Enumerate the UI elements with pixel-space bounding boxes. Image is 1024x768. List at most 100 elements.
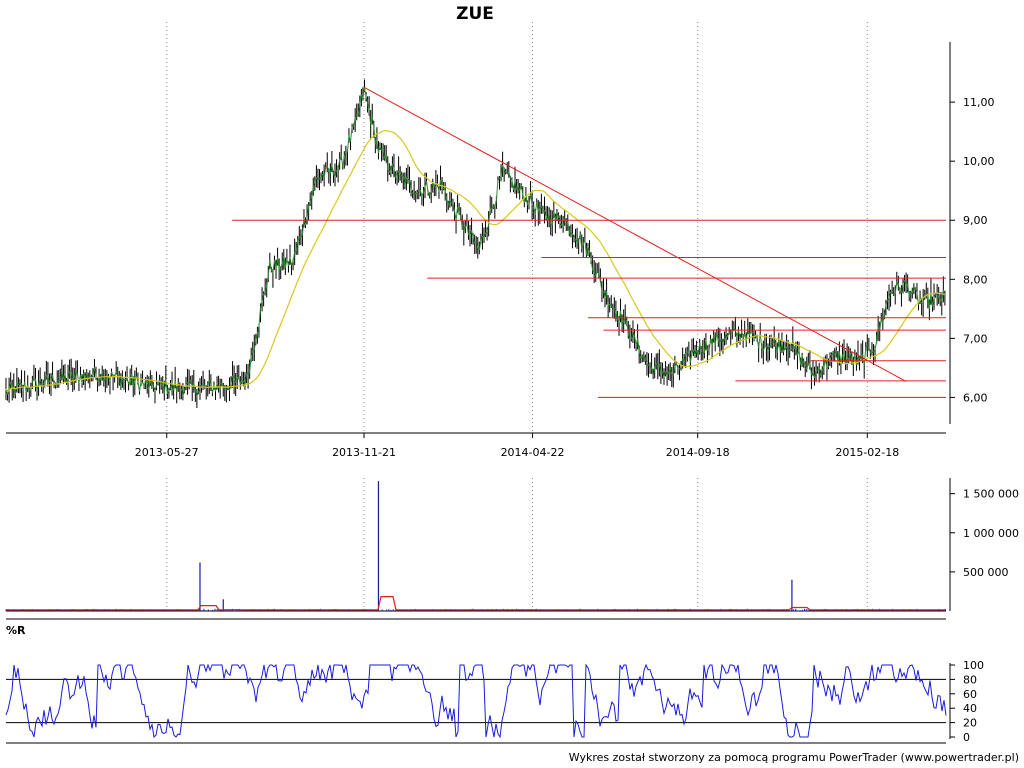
price-close-segment <box>263 292 266 295</box>
price-close-segment <box>910 291 913 295</box>
price-close-segment <box>458 212 462 216</box>
price-close-segment <box>911 285 915 293</box>
price-close-segment <box>938 296 941 301</box>
price-close-segment <box>326 166 330 171</box>
price-close-segment <box>207 380 210 385</box>
price-close-segment <box>193 382 196 392</box>
price-close-segment <box>343 152 347 157</box>
price-y-tick-label: 9,00 <box>963 214 988 227</box>
price-close-segment <box>748 331 752 336</box>
price-close-segment <box>121 377 125 381</box>
price-close-segment <box>494 199 497 207</box>
volume-y-tick-label: 500 000 <box>963 566 1009 579</box>
price-close-segment <box>354 114 358 118</box>
price-close-segment <box>589 250 592 260</box>
price-close-segment <box>907 283 910 297</box>
price-close-segment <box>904 280 907 286</box>
x-tick-label: 2013-05-27 <box>135 446 199 459</box>
price-close-segment <box>455 206 459 220</box>
price-close-segment <box>356 113 359 116</box>
price-close-segment <box>876 327 879 342</box>
price-close-segment <box>396 170 400 179</box>
price-close-segment <box>528 193 532 206</box>
price-close-segment <box>497 177 500 181</box>
price-close-segment <box>632 330 635 336</box>
price-close-segment <box>542 209 545 212</box>
price-close-segment <box>430 182 434 192</box>
volume-y-tick-label: 1 500 000 <box>963 488 1019 501</box>
price-close-segment <box>822 368 825 371</box>
price-close-segment <box>488 208 491 225</box>
price-close-segment <box>900 283 904 294</box>
price-close-segment <box>727 331 730 337</box>
price-close-segment <box>693 349 696 356</box>
price-close-segment <box>679 366 682 370</box>
price-close-segment <box>643 354 646 360</box>
price-close-segment <box>115 371 119 377</box>
price-close-segment <box>638 351 642 359</box>
price-close-segment <box>64 374 68 383</box>
price-close-segment <box>30 380 33 391</box>
price-close-segment <box>914 289 918 293</box>
price-close-segment <box>463 225 466 232</box>
price-close-segment <box>511 179 514 191</box>
price-close-segment <box>540 206 544 211</box>
price-close-segment <box>786 346 789 352</box>
price-close-segment <box>19 382 22 385</box>
price-close-segment <box>312 182 316 187</box>
price-close-segment <box>520 185 524 195</box>
price-close-segment <box>422 186 426 193</box>
price-close-segment <box>728 331 731 334</box>
price-close-segment <box>767 346 770 351</box>
price-close-segment <box>697 342 701 356</box>
price-close-segment <box>883 304 887 317</box>
price-close-segment <box>336 169 339 171</box>
price-close-segment <box>460 215 463 228</box>
price-close-segment <box>716 332 719 342</box>
price-close-segment <box>795 345 798 356</box>
price-close-segment <box>256 325 260 334</box>
price-close-segment <box>208 380 212 385</box>
price-close-segment <box>319 177 322 179</box>
price-close-segment <box>495 180 499 201</box>
price-close-segment <box>798 349 802 366</box>
price-close-segment <box>801 355 805 363</box>
price-close-segment <box>385 154 389 169</box>
price-close-segment <box>809 363 812 375</box>
price-close-segment <box>390 163 393 173</box>
price-close-segment <box>626 321 629 335</box>
price-close-segment <box>306 206 310 219</box>
price-y-tick-label: 8,00 <box>963 273 988 286</box>
price-close-segment <box>778 338 781 353</box>
price-close-segment <box>446 198 449 206</box>
price-close-segment <box>197 387 201 393</box>
price-close-segment <box>610 305 614 308</box>
price-close-segment <box>269 260 272 271</box>
price-close-segment <box>908 293 912 298</box>
price-close-segment <box>919 298 923 304</box>
price-close-segment <box>620 310 623 327</box>
price-close-segment <box>868 346 871 354</box>
price-close-segment <box>843 353 847 365</box>
price-close-segment <box>120 378 123 387</box>
price-close-segment <box>49 381 52 383</box>
price-close-segment <box>666 372 670 376</box>
chart-title: ZUE <box>456 4 494 24</box>
x-tick-label: 2014-04-22 <box>501 446 565 459</box>
price-close-segment <box>649 365 652 368</box>
price-close-segment <box>399 172 403 176</box>
price-close-segment <box>776 338 780 353</box>
price-close-segment <box>441 187 444 190</box>
price-close-segment <box>295 241 299 251</box>
price-close-segment <box>576 241 579 243</box>
price-close-segment <box>705 339 708 351</box>
price-close-segment <box>44 374 47 385</box>
price-close-segment <box>128 381 131 385</box>
price-close-segment <box>260 301 263 309</box>
price-close-segment <box>363 87 367 97</box>
price-close-segment <box>849 353 853 359</box>
price-close-segment <box>408 180 412 191</box>
price-close-segment <box>741 331 744 337</box>
price-close-segment <box>595 271 598 276</box>
price-close-segment <box>921 302 924 304</box>
